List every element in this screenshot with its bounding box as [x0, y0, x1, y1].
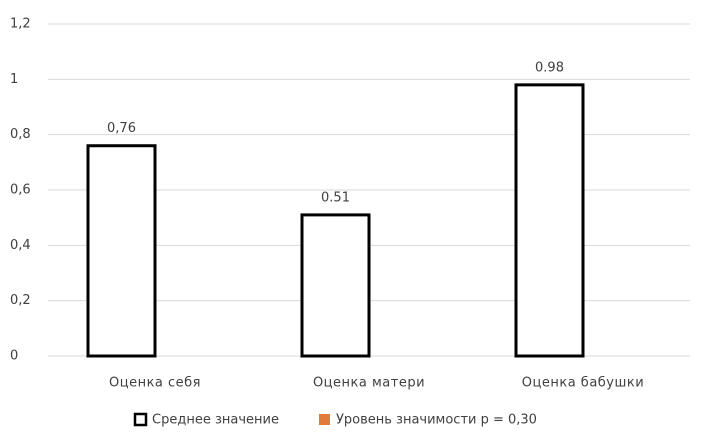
y-tick-label: 0,6: [10, 183, 31, 198]
legend-label: Уровень значимости p = 0,30: [336, 413, 537, 428]
y-tick-label: 0,2: [10, 293, 31, 308]
y-tick-label: 1: [10, 72, 18, 87]
data-label: 0.98: [535, 60, 564, 75]
data-label: 0.51: [321, 190, 350, 205]
legend-swatch: [318, 414, 330, 425]
y-tick-label: 0: [10, 349, 18, 364]
bar: [86, 144, 157, 358]
bar: [300, 213, 371, 358]
x-tick-label: Оценка бабушки: [522, 376, 644, 391]
bar: [514, 83, 585, 358]
legend-label: Среднее значение: [152, 413, 279, 428]
x-tick-label: Оценка себя: [109, 376, 201, 391]
data-label: 0,76: [107, 121, 136, 136]
x-tick-label: Оценка матери: [313, 376, 425, 391]
y-tick-label: 1,2: [10, 17, 31, 32]
legend-swatch: [133, 412, 148, 427]
y-tick-label: 0,8: [10, 127, 31, 142]
y-tick-label: 0,4: [10, 238, 31, 253]
